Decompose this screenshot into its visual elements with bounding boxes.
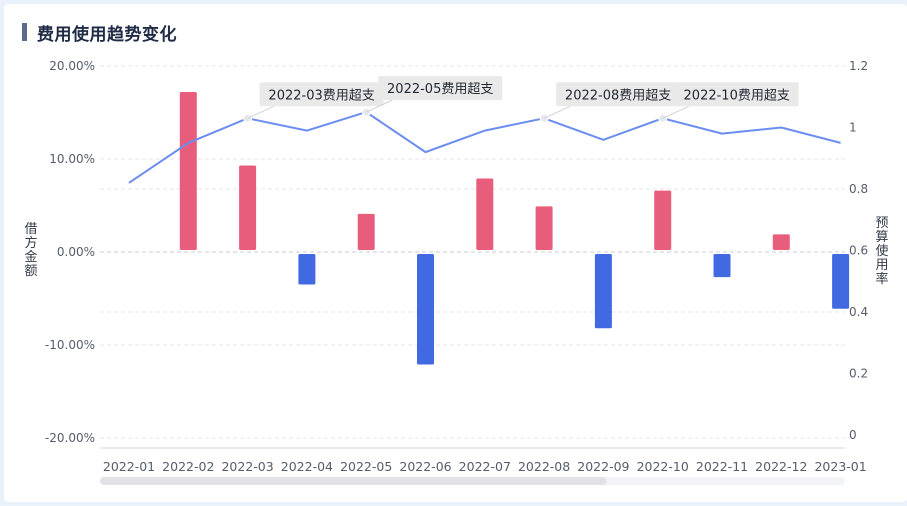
bar [298,254,316,285]
y-axis-label-char: 金 [24,249,37,265]
x-tick-label: 2022-07 [459,459,511,474]
y2-tick-label: 0.4 [849,305,868,319]
x-tick-label: 2022-01 [103,459,155,474]
annotation-box [378,76,503,101]
x-tick-label: 2022-09 [577,459,629,474]
x-tick-label: 2023-01 [814,459,866,474]
annotation-connector [543,105,571,119]
y2-axis-label-char: 使 [875,243,888,259]
annotation-box [259,82,384,107]
bar [357,213,375,250]
y-tick-label: 20.00% [49,59,95,73]
x-tick-label: 2022-06 [399,459,451,474]
bar [417,254,434,365]
annotation-connector [662,105,689,119]
bar [239,165,257,250]
scrollbar-thumb[interactable] [100,477,607,485]
bar [179,92,197,250]
scrollbar [100,477,845,485]
y-tick-label: -10.00% [45,338,95,352]
annotation-connector [365,99,393,113]
x-tick-label: 2022-03 [221,459,273,474]
y2-axis-label-char: 用 [875,258,888,273]
budget-usage-line [128,111,841,184]
bar [654,190,672,250]
grid-lines [100,65,845,439]
y2-tick-label: 0.6 [849,244,868,258]
y2-axis-label-char: 算 [875,230,888,245]
page-title: 费用使用趋势变化 [37,24,177,45]
y2-tick-label: 0.8 [849,182,868,196]
bar [535,206,553,250]
y2-tick-label: 0 [849,428,857,442]
axes: 20.00% 10.00% 0.00% -10.00% -20.00% 1.2 1 0.8 0.… [24,59,888,474]
y-axis-label-char: 额 [24,264,37,279]
y-tick-label: 0.00% [57,245,95,259]
x-tick-label: 2022-11 [696,459,748,474]
bar [594,254,612,329]
bar [772,234,790,250]
y2-tick-label: 1.2 [849,59,868,73]
y-axis-label-char: 方 [24,235,37,251]
title-bar: 费用使用趋势变化 [22,21,177,45]
bar [476,178,494,250]
y2-tick-label: 0.2 [849,367,868,381]
y2-axis-label-char: 率 [875,271,888,287]
line-series [128,111,841,184]
y-tick-label: 10.00% [49,152,95,166]
annotation-label: 2022-05费用超支 [387,82,493,97]
bar [832,254,850,309]
annotation-label: 2022-08费用超支 [565,88,671,103]
y2-axis-label-char: 预 [875,216,888,231]
x-tick-label: 2022-12 [755,459,807,474]
annotation-box [674,82,799,107]
x-tick-label: 2022-10 [637,459,689,474]
annotation-label: 2022-10费用超支 [684,88,790,103]
bar [713,254,731,278]
y-tick-label: -20.00% [45,431,95,445]
x-tick-label: 2022-04 [281,459,333,474]
x-tick-label: 2022-08 [518,459,570,474]
annotations: 2022-03费用超支 2022-05费用超支 2022-08费用超支 2022-10… [243,76,799,123]
x-tick-label: 2022-05 [340,459,392,474]
x-tick-label: 2022-02 [162,459,214,474]
title-accent-bar [22,23,27,41]
bars [179,92,850,365]
y-axis-label-char: 借 [24,222,37,237]
annotation-connector [247,105,274,119]
annotation-box [556,82,681,107]
annotation-label: 2022-03费用超支 [268,88,374,103]
y2-tick-label: 1 [849,121,857,135]
